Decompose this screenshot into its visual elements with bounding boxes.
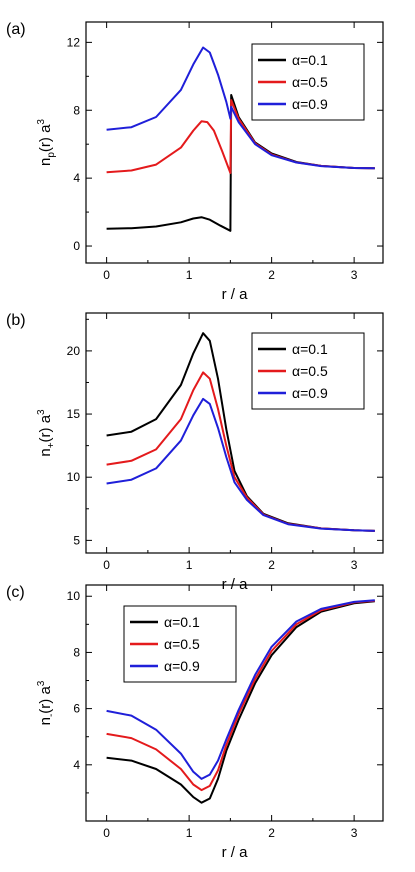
legend-label: α=0.5 bbox=[292, 363, 328, 379]
y-tick-label: 6 bbox=[73, 702, 80, 716]
series-line-1 bbox=[106, 600, 375, 804]
chart-panel-3: 0 1 2 3 4 6 8 10 α=0.1 α=0.5 α=0.9 (c) r / a n-(r) a3 bbox=[6, 584, 384, 861]
plot-frame bbox=[85, 21, 384, 264]
legend-label: α=0.9 bbox=[164, 658, 200, 674]
plot-frame bbox=[85, 312, 384, 554]
legend-label: α=0.9 bbox=[292, 96, 328, 112]
y-tick-label: 15 bbox=[67, 407, 81, 421]
y-tick-label: 5 bbox=[73, 533, 80, 547]
panel-label: (b) bbox=[6, 312, 26, 329]
y-tick-label: 10 bbox=[67, 470, 81, 484]
y-tick-label: 4 bbox=[73, 758, 80, 772]
y-axis-title: n-(r) a3 bbox=[36, 680, 57, 725]
panel-label: (c) bbox=[6, 584, 25, 601]
legend-label: α=0.5 bbox=[292, 74, 328, 90]
y-axis-title: np(r) a3 bbox=[36, 119, 57, 166]
x-tick-label: 2 bbox=[268, 826, 275, 840]
x-tick-label: 1 bbox=[186, 268, 193, 282]
series-line-3 bbox=[106, 397, 375, 532]
y-tick-label: 4 bbox=[73, 171, 80, 185]
x-tick-label: 0 bbox=[103, 268, 110, 282]
x-tick-label: 3 bbox=[351, 826, 358, 840]
legend-label: α=0.1 bbox=[164, 614, 200, 630]
y-tick-label: 20 bbox=[67, 344, 81, 358]
plot-frame bbox=[85, 584, 384, 822]
x-tick-label: 0 bbox=[103, 826, 110, 840]
x-tick-label: 1 bbox=[186, 826, 193, 840]
x-tick-label: 1 bbox=[186, 558, 193, 572]
x-tick-label: 3 bbox=[351, 558, 358, 572]
y-tick-label: 12 bbox=[67, 35, 81, 49]
y-tick-label: 0 bbox=[73, 239, 80, 253]
legend-label: α=0.5 bbox=[164, 636, 200, 652]
legend-label: α=0.9 bbox=[292, 385, 328, 401]
x-tick-label: 3 bbox=[351, 268, 358, 282]
series-line-3 bbox=[106, 46, 375, 170]
x-axis-title: r / a bbox=[222, 844, 248, 861]
y-tick-label: 10 bbox=[67, 589, 81, 603]
panel-label: (a) bbox=[6, 21, 26, 38]
x-tick-label: 2 bbox=[268, 558, 275, 572]
legend-label: α=0.1 bbox=[292, 341, 328, 357]
x-axis-title: r / a bbox=[222, 286, 248, 303]
y-tick-label: 8 bbox=[73, 103, 80, 117]
y-tick-label: 8 bbox=[73, 645, 80, 659]
x-tick-label: 0 bbox=[103, 558, 110, 572]
series-line-3 bbox=[106, 599, 375, 780]
legend-label: α=0.1 bbox=[292, 52, 328, 68]
y-axis-title: n+(r) a3 bbox=[36, 409, 57, 457]
x-tick-label: 2 bbox=[268, 268, 275, 282]
series-line-2 bbox=[106, 599, 375, 792]
